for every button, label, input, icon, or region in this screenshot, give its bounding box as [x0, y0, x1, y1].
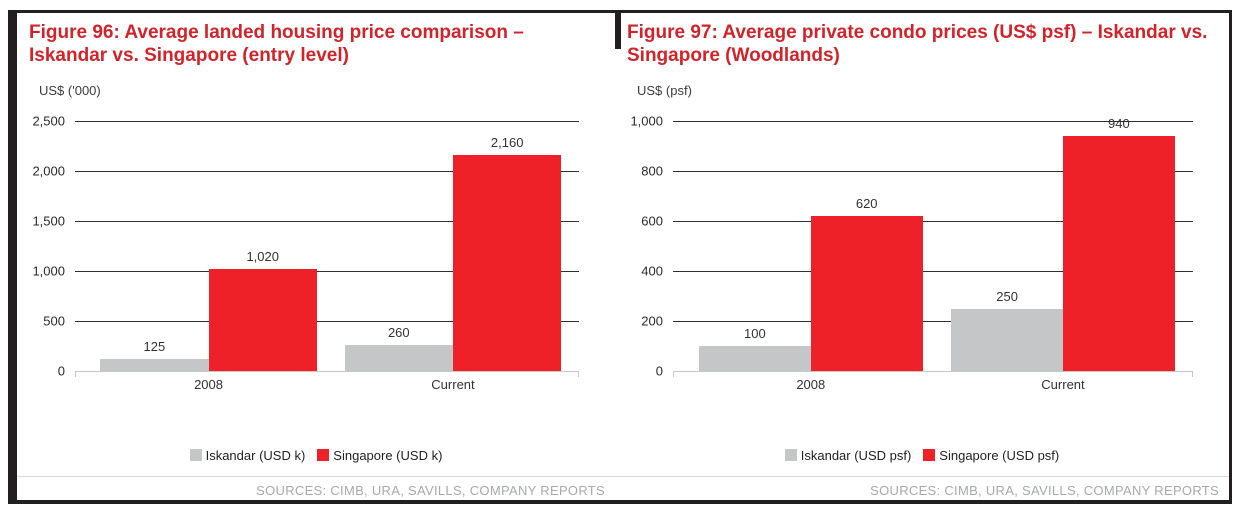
sources-label: SOURCES: CIMB, URA, SAVILLS, COMPANY REP…: [615, 476, 1229, 498]
gridline-800: [673, 171, 1193, 172]
x-axis-label-Current: Current: [1041, 377, 1085, 392]
bar-slot: 125: [100, 121, 209, 371]
gridline-400: [673, 271, 1193, 272]
legend-label: Iskandar (USD psf): [800, 447, 912, 463]
bar-slot: 2,160: [452, 121, 562, 371]
y-tick-label: 400: [641, 263, 663, 279]
bar-slot: 620: [810, 121, 923, 371]
y-tick-label: 0: [57, 363, 65, 379]
x-axis-label-Current: Current: [431, 377, 475, 392]
y-tick-label: 2,500: [32, 113, 65, 129]
bar-iskandar-gray-2008: [100, 358, 209, 371]
y-axis-unit-label: US$ (psf): [637, 83, 692, 98]
y-tick-label: 1,000: [630, 113, 663, 129]
bar-slot: 100: [699, 121, 811, 371]
gridline-1,000: [75, 271, 579, 272]
x-axis-label-2008: 2008: [194, 377, 223, 392]
bar-singapore-red-Current: [452, 155, 562, 371]
legend-swatch-iskandar-gray: [189, 449, 202, 461]
legend-item: Iskandar (USD k): [189, 447, 306, 463]
bar-slot: 1,020: [208, 121, 317, 371]
bar-slot: 940: [1062, 116, 1175, 371]
gridline-1,000: [673, 121, 1193, 122]
legend: Iskandar (USD k) Singapore (USD k): [17, 446, 615, 464]
x-axis-label-2008: 2008: [796, 377, 826, 392]
bar-slot: 260: [344, 121, 453, 371]
legend-item: Singapore (USD k): [317, 448, 442, 463]
bar-value-label: 125: [143, 338, 166, 354]
sources-label: SOURCES: CIMB, URA, SAVILLS, COMPANY REP…: [17, 476, 615, 498]
y-tick-label: 2,000: [32, 163, 65, 179]
bar-value-label: 940: [1108, 116, 1130, 131]
x-axis-baseline: [673, 371, 1193, 377]
bar-value-label: 100: [744, 326, 766, 341]
bar-group-2008: 100 620: [699, 121, 923, 371]
figure-97-panel: Figure 97: Average private condo prices …: [615, 10, 1232, 504]
bar-singapore-red-2008: [810, 216, 923, 371]
legend-label: Iskandar (USD k): [205, 447, 306, 463]
bar-group-2008: 125 1,020: [100, 121, 317, 371]
gridline-2,500: [75, 121, 579, 122]
legend-item: Iskandar (USD psf): [784, 447, 912, 463]
figure-96-title: Figure 96: Average landed housing price …: [29, 22, 524, 66]
legend-swatch-singapore-red: [923, 449, 936, 461]
bar-slot: 250: [951, 121, 1063, 371]
bar-group-Current: 260 2,160: [344, 121, 562, 371]
legend-swatch-iskandar-gray: [784, 449, 797, 461]
gridline-500: [75, 321, 579, 322]
gridline-2,000: [75, 171, 579, 172]
legend-item: Singapore (USD psf): [923, 448, 1059, 463]
gridline-1,500: [75, 221, 579, 222]
figure-97-title: Figure 97: Average private condo prices …: [627, 22, 1208, 66]
legend-swatch-singapore-red: [317, 449, 330, 461]
legend-label: Singapore (USD psf): [939, 447, 1060, 463]
y-tick-label: 1,000: [32, 263, 65, 279]
bar-value-label: 260: [387, 325, 410, 340]
y-tick-label: 200: [641, 313, 663, 329]
bar-value-label: 620: [855, 196, 878, 211]
gridline-200: [673, 321, 1193, 322]
plot-area: 0 200 400 600 800 1,000 100 620 2008 250 940 Curren…: [630, 114, 1193, 392]
bar-value-label: 2,160: [490, 135, 524, 150]
x-axis-baseline: [75, 371, 579, 377]
bar-value-label: 250: [996, 288, 1018, 304]
chart-area: 0 200 400 600 800 1,000 100 620 2008 250 940 Curren…: [615, 112, 1229, 392]
y-tick-label: 800: [641, 163, 663, 179]
legend-label: Singapore (USD k): [333, 447, 443, 463]
figure-96-panel: Figure 96: Average landed housing price …: [8, 10, 615, 504]
bar-group-Current: 250 940: [951, 116, 1175, 371]
y-axis-unit-label: US$ ('000): [39, 83, 101, 98]
bar-iskandar-gray-Current: [344, 345, 453, 371]
y-tick-label: 1,500: [32, 213, 65, 229]
gridline-600: [673, 221, 1193, 222]
bar-iskandar-gray-2008: [699, 346, 811, 371]
panel-divider-bar: [615, 13, 621, 49]
bar-value-label: 1,020: [246, 249, 279, 264]
bar-singapore-red-2008: [208, 269, 317, 371]
y-tick-label: 500: [43, 313, 65, 329]
legend: Iskandar (USD psf) Singapore (USD psf): [615, 446, 1229, 464]
y-tick-label: 0: [655, 363, 663, 379]
plot-area: 0 500 1,000 1,500 2,000 2,500 125 1,020 2008 260 2…: [32, 114, 579, 392]
bar-singapore-red-Current: [1062, 136, 1175, 371]
bar-iskandar-gray-Current: [951, 308, 1063, 371]
y-tick-label: 600: [641, 213, 663, 229]
chart-area: 0 500 1,000 1,500 2,000 2,500 125 1,020 2008 260 2…: [17, 112, 615, 392]
